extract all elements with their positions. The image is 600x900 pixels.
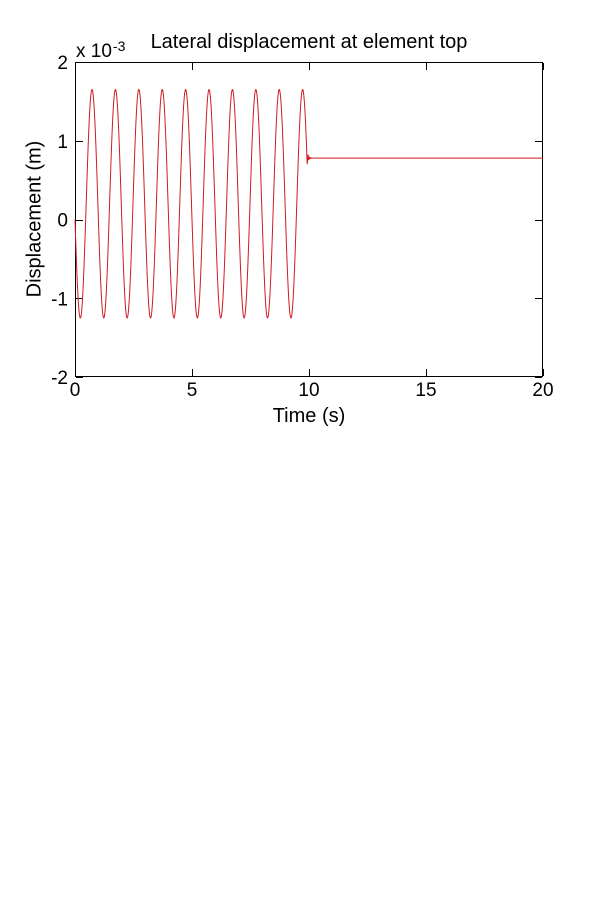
y-tick-label: 2 (57, 53, 68, 74)
y-tick-label: 0 (57, 211, 68, 232)
y-tick-label: 1 (57, 132, 68, 153)
exponent-power: -3 (112, 38, 126, 54)
x-tick-label: 10 (298, 380, 319, 401)
chart-title: Lateral displacement at element top (150, 31, 468, 53)
displacement-curve (74, 88, 543, 319)
x-tick-label: 0 (70, 380, 81, 401)
x-tick-label: 15 (415, 380, 436, 401)
y-tick-label: -2 (51, 368, 68, 389)
matlab-figure: x 10-3 Lateral displacement at element t… (23, 31, 554, 427)
x-axis-label: Time (s) (272, 405, 346, 427)
exponent-base: x 10 (76, 41, 112, 62)
y-axis-exponent-label: x 10-3 (76, 36, 125, 62)
plot-canvas: 0 5 10 15 20 -2 -1 0 1 2 (51, 53, 553, 401)
axes-box (75, 62, 543, 377)
y-tick-label: -1 (51, 289, 68, 310)
x-tick-label: 5 (187, 380, 198, 401)
x-tick-label: 20 (532, 380, 553, 401)
